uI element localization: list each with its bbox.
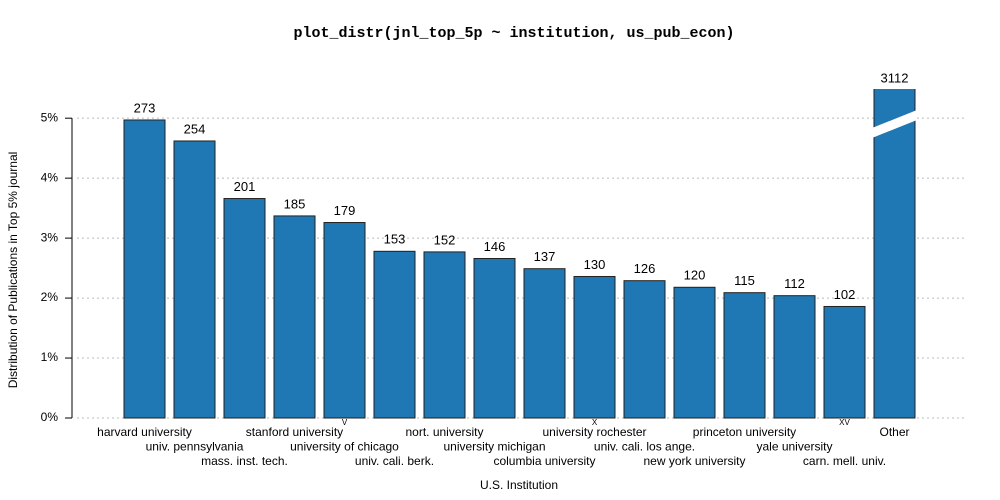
y-tick-label: 1% (41, 350, 59, 364)
data-label: 112 (784, 276, 805, 291)
bar (423, 251, 466, 419)
x-axis-label: U.S. Institution (480, 478, 558, 492)
data-label: 130 (584, 257, 606, 272)
bar (123, 119, 166, 419)
x-tick-label: columbia university (493, 454, 595, 468)
x-tick-label: university of chicago (290, 440, 399, 454)
data-label: 152 (434, 232, 456, 247)
x-tick-label: nort. university (405, 425, 483, 439)
axis-break (872, 110, 917, 138)
data-label: 126 (634, 261, 656, 276)
bar (223, 198, 266, 419)
index-mark: XV (839, 418, 850, 427)
x-tick-label: Other (879, 425, 909, 439)
bar (723, 292, 766, 419)
y-tick-label: 5% (41, 110, 59, 124)
bar (873, 89, 916, 419)
data-label: 137 (534, 249, 556, 264)
bar (823, 305, 866, 419)
bar (173, 140, 216, 419)
data-label: 153 (384, 232, 406, 247)
data-label: 3112 (881, 70, 909, 85)
bar (673, 286, 716, 419)
index-mark: X (592, 418, 598, 427)
data-label: 179 (334, 203, 356, 218)
x-tick-label: harvard university (97, 425, 192, 439)
x-tick-label: stanford university (246, 425, 343, 439)
data-label: 273 (134, 100, 156, 115)
bar (273, 215, 316, 419)
bar (623, 280, 666, 419)
data-label: 185 (284, 196, 306, 211)
bar (773, 295, 816, 419)
bar (523, 268, 566, 419)
chart-title: plot_distr(jnl_top_5p ~ institution, us_… (293, 25, 734, 42)
y-tick-label: 4% (41, 170, 59, 184)
x-tick-label: yale university (756, 440, 832, 454)
x-tick-label: university rochester (542, 425, 646, 439)
y-tick-label: 3% (41, 230, 59, 244)
bar (473, 257, 516, 419)
data-label: 146 (484, 239, 506, 254)
x-tick-label: univ. pennsylvania (146, 440, 244, 454)
data-label: 254 (184, 121, 206, 136)
x-tick-label: univ. cali. berk. (355, 454, 434, 468)
x-tick-label: carn. mell. univ. (803, 454, 886, 468)
index-mark: V (342, 418, 348, 427)
x-tick-label: univ. cali. los ange. (594, 440, 695, 454)
data-label: 120 (684, 268, 706, 283)
x-tick-label: mass. inst. tech. (201, 454, 288, 468)
y-axis-label: Distribution of Publications in Top 5% j… (6, 152, 20, 389)
x-tick-label: university michigan (443, 440, 545, 454)
data-label: 102 (834, 287, 856, 302)
bars (123, 89, 916, 419)
bar (573, 275, 616, 419)
y-tick-label: 2% (41, 290, 59, 304)
data-label: 115 (734, 273, 755, 288)
x-tick-label: new york university (643, 454, 745, 468)
data-label: 201 (234, 179, 256, 194)
x-tick-label: princeton university (693, 425, 796, 439)
bar (323, 222, 366, 419)
bar (373, 250, 416, 419)
y-tick-label: 0% (41, 410, 59, 424)
